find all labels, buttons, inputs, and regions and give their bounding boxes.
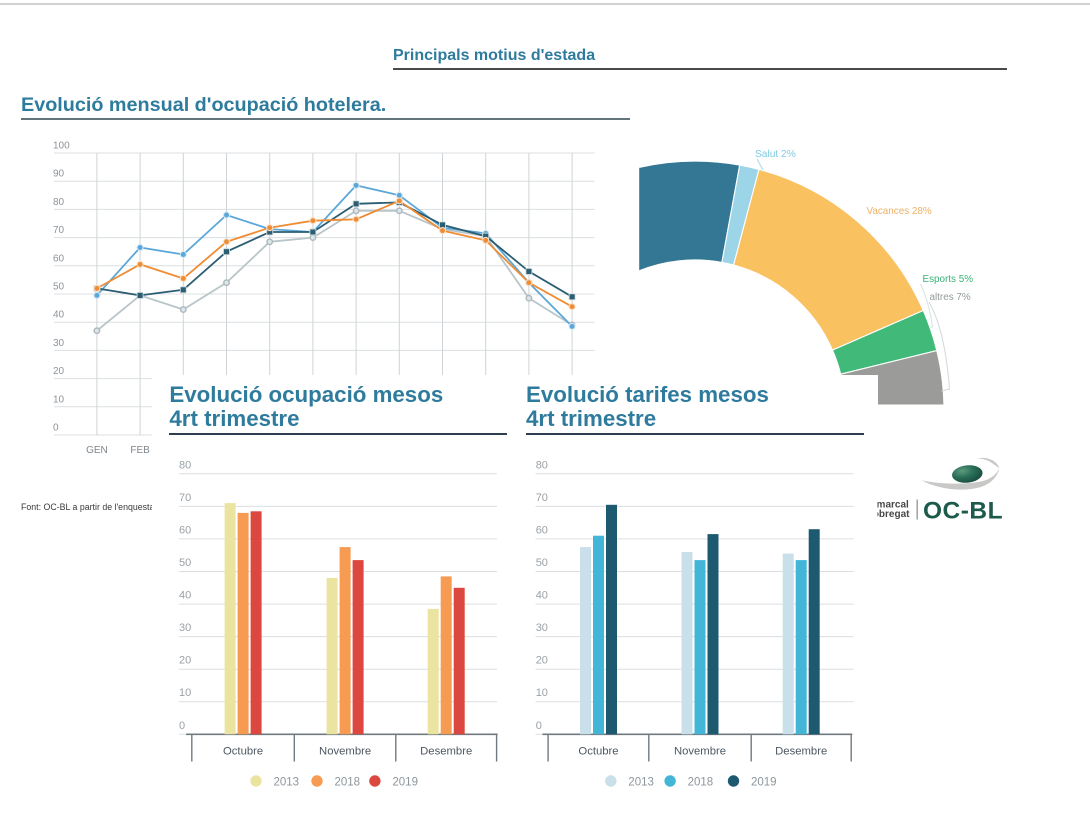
svg-text:40: 40 [53,310,65,321]
svg-text:Vacances 28%: Vacances 28% [867,206,932,217]
svg-text:Octubre: Octubre [578,746,618,758]
svg-text:2013: 2013 [274,777,300,789]
svg-text:10: 10 [179,687,191,699]
svg-text:2018: 2018 [688,777,714,789]
svg-text:60: 60 [53,253,65,264]
svg-text:obregat: obregat [873,509,910,520]
svg-text:GEN: GEN [86,445,108,456]
svg-text:20: 20 [536,655,548,667]
svg-text:Salut 2%: Salut 2% [755,149,796,160]
svg-text:0: 0 [536,720,542,732]
svg-text:30: 30 [536,622,548,634]
svg-text:amarcal: amarcal [871,500,909,511]
svg-text:0: 0 [53,423,59,434]
svg-text:40: 40 [536,590,548,602]
svg-text:80: 80 [53,197,65,208]
svg-text:2013: 2013 [628,777,654,789]
svg-text:30: 30 [179,622,191,634]
svg-text:0: 0 [179,720,185,732]
svg-text:20: 20 [53,366,65,377]
svg-text:altres 7%: altres 7% [930,292,971,303]
svg-text:10: 10 [53,394,65,405]
svg-text:2019: 2019 [751,777,777,789]
svg-text:FEB: FEB [130,445,150,456]
svg-text:40: 40 [179,590,191,602]
svg-text:100: 100 [53,141,70,152]
svg-text:70: 70 [536,492,548,504]
svg-text:Octubre: Octubre [223,746,263,758]
svg-text:30: 30 [53,338,65,349]
svg-text:Novembre: Novembre [319,746,371,758]
svg-text:70: 70 [179,492,191,504]
svg-text:90: 90 [53,169,65,180]
svg-text:50: 50 [536,557,548,569]
svg-text:2018: 2018 [335,777,361,789]
svg-text:80: 80 [179,459,191,471]
svg-text:Desembre: Desembre [420,746,472,758]
svg-text:Esports 5%: Esports 5% [923,274,974,285]
svg-text:70: 70 [53,225,65,236]
svg-text:Desembre: Desembre [775,746,827,758]
svg-text:60: 60 [536,524,548,536]
svg-text:50: 50 [53,282,65,293]
svg-text:60: 60 [179,524,191,536]
svg-text:20: 20 [179,655,191,667]
svg-text:80: 80 [536,459,548,471]
svg-text:OC-BL: OC-BL [923,498,1003,525]
svg-text:2019: 2019 [392,777,418,789]
svg-text:10: 10 [536,687,548,699]
svg-text:50: 50 [179,557,191,569]
svg-text:Novembre: Novembre [674,746,726,758]
